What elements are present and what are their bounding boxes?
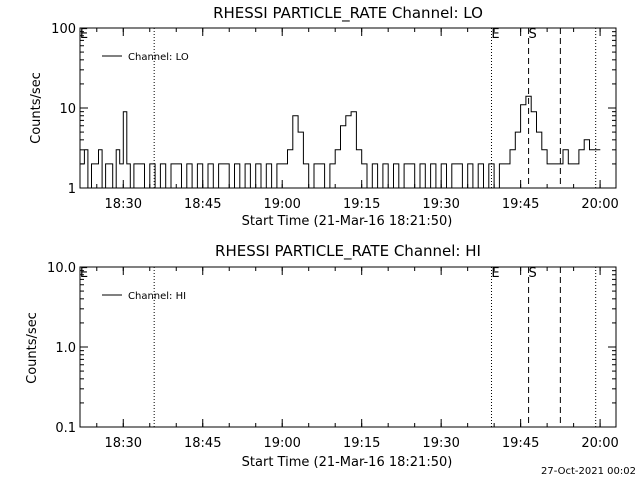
x-tick-label: 19:45	[502, 436, 539, 451]
x-tick-label: 19:45	[502, 197, 539, 212]
x-tick-label: 19:00	[263, 197, 300, 212]
x-tick-label: 18:45	[184, 436, 221, 451]
x-axis-label: Start Time (21-Mar-16 18:21:50)	[242, 214, 453, 229]
x-tick-label: 18:30	[105, 436, 142, 451]
y-axis-label: Counts/sec	[29, 72, 44, 144]
event-marker-label: S	[528, 27, 536, 42]
x-tick-label: 19:30	[422, 436, 459, 451]
chart-marks: 18:30 18:45 19:00 19:15 19:30 19:45 20:00 0.1 1.…	[47, 261, 619, 451]
x-tick-label: 19:30	[422, 197, 459, 212]
x-tick-label: 18:30	[105, 197, 142, 212]
x-tick-label: 20:00	[581, 436, 618, 451]
footer-timestamp: 27-Oct-2021 00:02	[541, 466, 636, 477]
x-tick-label: 19:15	[343, 436, 380, 451]
chart-panel-lo: RHESSI PARTICLE_RATE Channel: LO Start T…	[29, 4, 619, 229]
x-tick-label: 19:15	[343, 197, 380, 212]
y-tick-label: 0.1	[55, 421, 76, 436]
legend-entry: Channel: HI	[128, 291, 186, 302]
event-marker-label: E	[80, 27, 88, 42]
chart-marks: 18:30 18:45 19:00 19:15 19:30 19:45 20:00 1 10 10…	[51, 22, 619, 212]
y-axis-label: Counts/sec	[25, 312, 40, 384]
y-tick-label: 100	[51, 22, 76, 37]
chart-title: RHESSI PARTICLE_RATE Channel: LO	[213, 4, 483, 23]
series-line	[80, 95, 601, 189]
event-marker-label: S	[528, 266, 536, 281]
x-tick-label: 18:45	[184, 197, 221, 212]
y-tick-label: 1.0	[55, 341, 76, 356]
y-tick-label: 1	[68, 182, 76, 197]
chart-title: RHESSI PARTICLE_RATE Channel: HI	[215, 242, 481, 261]
chart-panel-hi: RHESSI PARTICLE_RATE Channel: HI Start T…	[25, 242, 619, 470]
x-tick-label: 19:00	[263, 436, 300, 451]
x-tick-label: 20:00	[581, 197, 618, 212]
legend-entry: Channel: LO	[128, 52, 189, 63]
event-marker-label: E	[80, 266, 88, 281]
y-tick-label: 10.0	[47, 261, 76, 276]
event-marker-label: E	[491, 266, 499, 281]
x-axis-label: Start Time (21-Mar-16 18:21:50)	[242, 455, 453, 470]
event-marker-label: E	[491, 27, 499, 42]
y-tick-label: 10	[59, 102, 76, 117]
